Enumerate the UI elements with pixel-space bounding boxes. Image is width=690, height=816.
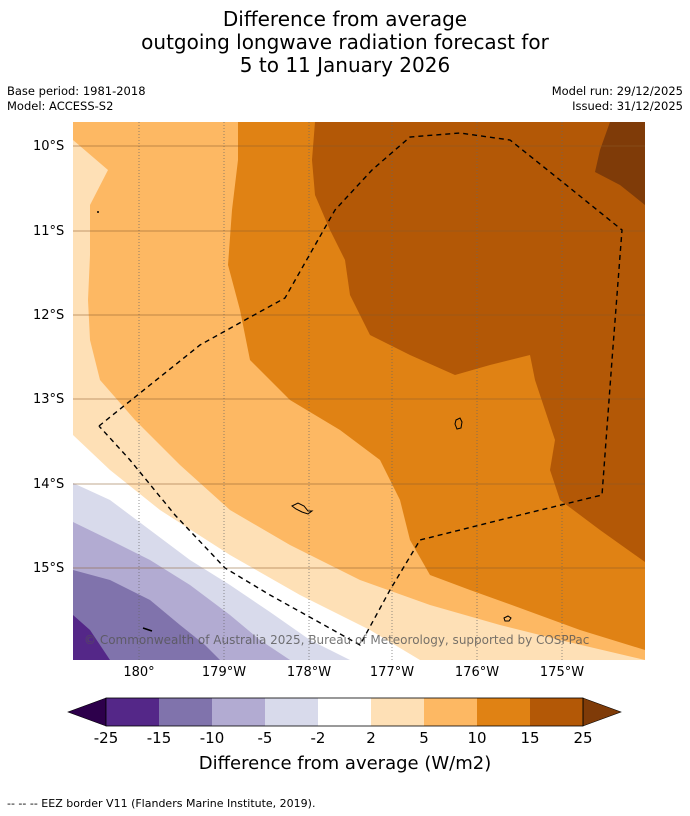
colorbar-tick: 10 (467, 729, 487, 747)
model-run: Model run: 29/12/2025 (551, 84, 683, 98)
title-line-2: outgoing longwave radiation forecast for (141, 30, 549, 54)
lat-label: 12°S (33, 308, 65, 323)
contour-neg-15 (73, 570, 220, 660)
colorbar-bin (477, 698, 530, 726)
colorbar-tick: 25 (573, 729, 593, 747)
island-3 (503, 615, 512, 622)
map-fill-layer (73, 122, 645, 660)
copyright-text: © Commonwealth of Australia 2025, Bureau… (84, 633, 590, 647)
colorbar-max-arrow (582, 697, 622, 727)
colorbar-bin (530, 698, 583, 726)
meta-right: Model run: 29/12/2025 Issued: 31/12/2025 (552, 84, 683, 114)
island-1 (454, 417, 463, 430)
colorbar-bin (159, 698, 212, 726)
colorbar (67, 697, 622, 727)
colorbar-tick: -25 (93, 729, 119, 747)
lon-label: 180° (123, 665, 155, 680)
lon-label: 176°W (454, 665, 500, 680)
lon-label: 175°W (539, 665, 585, 680)
model-name: Model: ACCESS-S2 (7, 99, 114, 113)
island-2 (291, 502, 314, 515)
base-period: Base period: 1981-2018 (7, 84, 146, 98)
island-4 (142, 627, 153, 632)
issued-date: Issued: 31/12/2025 (572, 99, 683, 113)
chart-title: Difference from average outgoing longwav… (0, 8, 690, 77)
colorbar-tick: 15 (520, 729, 540, 747)
colorbar-title: Difference from average (W/m2) (198, 753, 492, 774)
colorbar-tick: 5 (419, 729, 429, 747)
colorbar-tick: -5 (257, 729, 273, 747)
map (73, 122, 645, 660)
lon-label: 178°W (286, 665, 332, 680)
meta-left: Base period: 1981-2018 Model: ACCESS-S2 (7, 84, 146, 114)
latitude-lines (73, 145, 645, 569)
eez-border (98, 132, 623, 646)
colorbar-min-arrow (67, 697, 107, 727)
colorbar-bin (371, 698, 424, 726)
colorbar-bin (212, 698, 265, 726)
colorbar-tick: 2 (366, 729, 376, 747)
colorbar-bin (424, 698, 477, 726)
island-5 (97, 211, 99, 213)
lat-label: 10°S (33, 139, 65, 154)
lon-label: 177°W (369, 665, 415, 680)
lon-label: 179°W (201, 665, 247, 680)
colorbar-tick: -15 (146, 729, 172, 747)
colorbar-tick: -10 (199, 729, 225, 747)
title-line-1: Difference from average (222, 7, 468, 31)
colorbar-tick: -2 (310, 729, 326, 747)
colorbar-bin (318, 698, 371, 726)
lat-label: 11°S (33, 224, 65, 239)
title-line-3: 5 to 11 January 2026 (239, 53, 451, 77)
contour-pos-25 (595, 122, 645, 205)
colorbar-bin (265, 698, 318, 726)
contour-neg-25 (73, 615, 110, 660)
footer-legend: -- -- -- EEZ border V11 (Flanders Marine… (7, 797, 316, 810)
lat-label: 15°S (33, 561, 65, 576)
lat-label: 14°S (33, 477, 65, 492)
colorbar-frame (105, 697, 584, 727)
lat-label: 13°S (33, 392, 65, 407)
colorbar-bin (106, 698, 159, 726)
